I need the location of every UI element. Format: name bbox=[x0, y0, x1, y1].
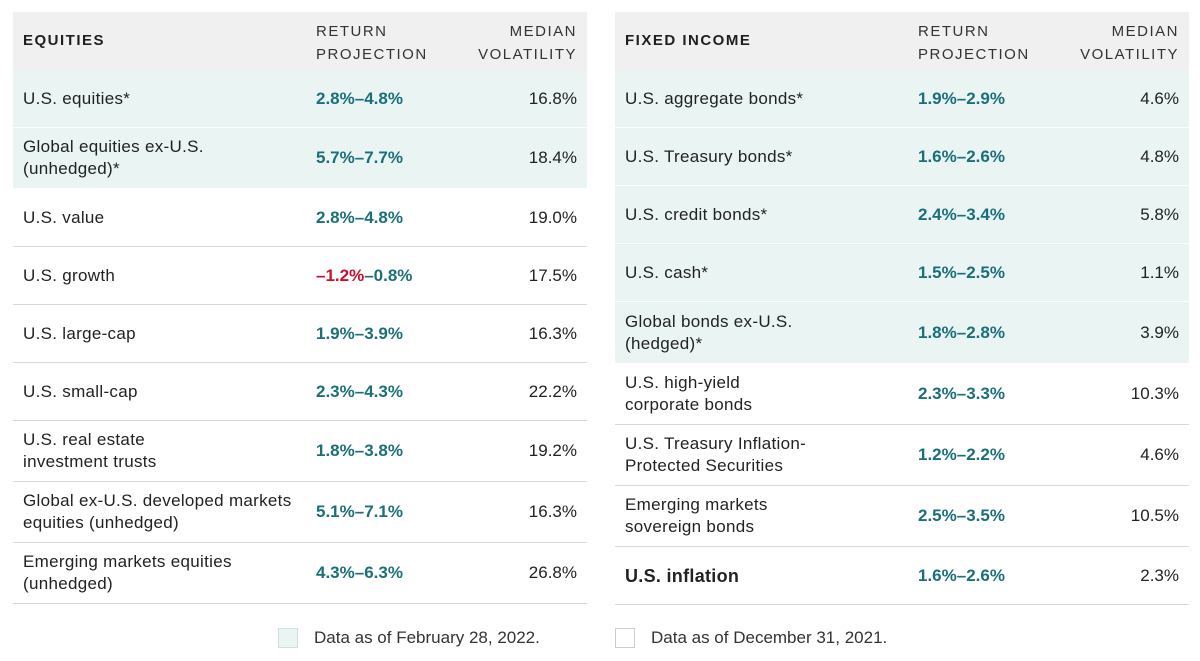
median-volatility: 1.1% bbox=[1140, 262, 1179, 282]
equities-table: EQUITIES RETURN PROJECTION MEDIAN VOLATI… bbox=[13, 12, 587, 604]
volatility-header-line2: VOLATILITY bbox=[1080, 46, 1179, 63]
median-volatility: 16.3% bbox=[528, 323, 577, 343]
asset-name: Global equities ex-U.S. (unhedged)* bbox=[23, 137, 204, 178]
return-projection: 2.5%–3.5% bbox=[918, 506, 1005, 525]
legend-label-highlighted: Data as of February 28, 2022. bbox=[314, 628, 540, 647]
table-row: U.S. equities* 2.8%–4.8% 16.8% bbox=[13, 70, 587, 128]
median-volatility: 16.8% bbox=[528, 88, 577, 108]
asset-name: U.S. growth bbox=[23, 265, 116, 285]
return-projection: 1.8%–3.8% bbox=[316, 441, 403, 460]
return-projection: 5.7%–7.7% bbox=[316, 148, 403, 167]
median-volatility: 4.6% bbox=[1140, 445, 1179, 464]
equities-volatility-header: MEDIAN VOLATILITY bbox=[478, 20, 577, 66]
equities-category-header: EQUITIES bbox=[23, 32, 106, 49]
median-volatility: 4.6% bbox=[1140, 88, 1179, 108]
asset-name: U.S. equities* bbox=[23, 88, 131, 108]
return-projection: 1.9%–3.9% bbox=[316, 323, 403, 343]
legend-swatch-plain bbox=[615, 628, 635, 648]
return-high: –0.8% bbox=[364, 265, 413, 285]
return-projection: 1.8%–2.8% bbox=[918, 322, 1005, 342]
asset-name: Emerging markets sovereign bonds bbox=[625, 495, 768, 536]
asset-name: Global ex-U.S. developed markets equitie… bbox=[23, 491, 292, 532]
asset-name: U.S. Treasury Inflation-Protected Securi… bbox=[625, 434, 807, 475]
asset-name: U.S. inflation bbox=[625, 565, 740, 586]
table-row: U.S. high-yield corporate bonds 2.3%–3.3… bbox=[615, 364, 1189, 425]
return-projection: 1.2%–2.2% bbox=[918, 445, 1005, 464]
return-header-line1: RETURN bbox=[316, 23, 388, 40]
fixed-income-table: FIXED INCOME RETURN PROJECTION MEDIAN VO… bbox=[615, 12, 1189, 605]
median-volatility: 10.3% bbox=[1130, 384, 1179, 403]
fixed-income-volatility-header: MEDIAN VOLATILITY bbox=[1080, 20, 1179, 66]
fixed-income-category-header: FIXED INCOME bbox=[625, 32, 752, 49]
return-projection: 1.9%–2.9% bbox=[918, 88, 1005, 108]
table-row: Global ex-U.S. developed markets equitie… bbox=[13, 482, 587, 543]
table-row: U.S. real estate investment trusts 1.8%–… bbox=[13, 421, 587, 482]
volatility-header-line1: MEDIAN bbox=[509, 23, 577, 40]
table-row: Global bonds ex-U.S. (hedged)* 1.8%–2.8%… bbox=[615, 302, 1189, 364]
table-row: U.S. Treasury Inflation-Protected Securi… bbox=[615, 425, 1189, 486]
equities-return-header: RETURN PROJECTION bbox=[316, 20, 428, 66]
table-row: Emerging markets equities (unhedged) 4.3… bbox=[13, 543, 587, 604]
table-row: U.S. value 2.8%–4.8% 19.0% bbox=[13, 189, 587, 247]
legend-item-highlighted: Data as of February 28, 2022. bbox=[278, 626, 540, 650]
table-row: U.S. cash* 1.5%–2.5% 1.1% bbox=[615, 244, 1189, 302]
table-row: U.S. credit bonds* 2.4%–3.4% 5.8% bbox=[615, 186, 1189, 244]
median-volatility: 10.5% bbox=[1130, 506, 1179, 525]
return-projection: 5.1%–7.1% bbox=[316, 502, 403, 521]
return-projection: 2.4%–3.4% bbox=[918, 204, 1005, 224]
asset-name: U.S. Treasury bonds* bbox=[625, 146, 793, 166]
table-row: U.S. growth –1.2% –0.8% 17.5% bbox=[13, 247, 587, 305]
return-projection: 1.6%–2.6% bbox=[918, 565, 1005, 585]
return-header-line1: RETURN bbox=[918, 23, 990, 40]
legend: Data as of February 28, 2022. Data as of… bbox=[0, 626, 1200, 650]
return-header-line2: PROJECTION bbox=[316, 46, 428, 63]
fixed-income-return-header: RETURN PROJECTION bbox=[918, 20, 1030, 66]
legend-swatch-highlighted bbox=[278, 628, 298, 648]
median-volatility: 22.2% bbox=[528, 381, 577, 401]
median-volatility: 19.0% bbox=[528, 207, 577, 227]
asset-name: U.S. cash* bbox=[625, 262, 709, 282]
return-projection: 2.8%–4.8% bbox=[316, 207, 403, 227]
asset-name: Emerging markets equities (unhedged) bbox=[23, 552, 232, 593]
median-volatility: 16.3% bbox=[528, 502, 577, 521]
legend-label-plain: Data as of December 31, 2021. bbox=[651, 628, 888, 647]
return-projection: 2.3%–3.3% bbox=[918, 384, 1005, 403]
asset-name: U.S. value bbox=[23, 207, 105, 227]
table-row: Emerging markets sovereign bonds 2.5%–3.… bbox=[615, 486, 1189, 547]
return-header-line2: PROJECTION bbox=[918, 46, 1030, 63]
asset-name: U.S. aggregate bonds* bbox=[625, 88, 804, 108]
median-volatility: 4.8% bbox=[1140, 146, 1179, 166]
volatility-header-line1: MEDIAN bbox=[1111, 23, 1179, 40]
return-projection: –1.2% –0.8% bbox=[316, 247, 412, 304]
asset-name: U.S. high-yield corporate bonds bbox=[625, 373, 753, 414]
table-row: U.S. aggregate bonds* 1.9%–2.9% 4.6% bbox=[615, 70, 1189, 128]
equities-header: EQUITIES RETURN PROJECTION MEDIAN VOLATI… bbox=[13, 12, 587, 70]
table-row: U.S. Treasury bonds* 1.6%–2.6% 4.8% bbox=[615, 128, 1189, 186]
asset-name: U.S. small-cap bbox=[23, 381, 138, 401]
median-volatility: 17.5% bbox=[528, 265, 577, 285]
asset-name: Global bonds ex-U.S. (hedged)* bbox=[625, 311, 793, 353]
median-volatility: 18.4% bbox=[528, 148, 577, 167]
return-projection: 4.3%–6.3% bbox=[316, 563, 403, 582]
median-volatility: 3.9% bbox=[1140, 322, 1179, 342]
table-row: U.S. inflation 1.6%–2.6% 2.3% bbox=[615, 547, 1189, 605]
asset-name: U.S. real estate investment trusts bbox=[23, 430, 157, 471]
table-row: U.S. large-cap 1.9%–3.9% 16.3% bbox=[13, 305, 587, 363]
median-volatility: 2.3% bbox=[1140, 565, 1179, 585]
asset-name: U.S. credit bonds* bbox=[625, 204, 768, 224]
median-volatility: 5.8% bbox=[1140, 204, 1179, 224]
table-row: U.S. small-cap 2.3%–4.3% 22.2% bbox=[13, 363, 587, 421]
return-low-negative: –1.2% bbox=[316, 265, 365, 285]
return-projection: 1.6%–2.6% bbox=[918, 146, 1005, 166]
asset-name: U.S. large-cap bbox=[23, 323, 136, 343]
fixed-income-header: FIXED INCOME RETURN PROJECTION MEDIAN VO… bbox=[615, 12, 1189, 70]
median-volatility: 19.2% bbox=[528, 441, 577, 460]
volatility-header-line2: VOLATILITY bbox=[478, 46, 577, 63]
return-projection: 2.8%–4.8% bbox=[316, 88, 403, 108]
return-projection: 2.3%–4.3% bbox=[316, 381, 403, 401]
legend-item-plain: Data as of December 31, 2021. bbox=[615, 626, 887, 650]
table-row: Global equities ex-U.S. (unhedged)* 5.7%… bbox=[13, 128, 587, 189]
median-volatility: 26.8% bbox=[528, 563, 577, 582]
return-projection: 1.5%–2.5% bbox=[918, 262, 1005, 282]
